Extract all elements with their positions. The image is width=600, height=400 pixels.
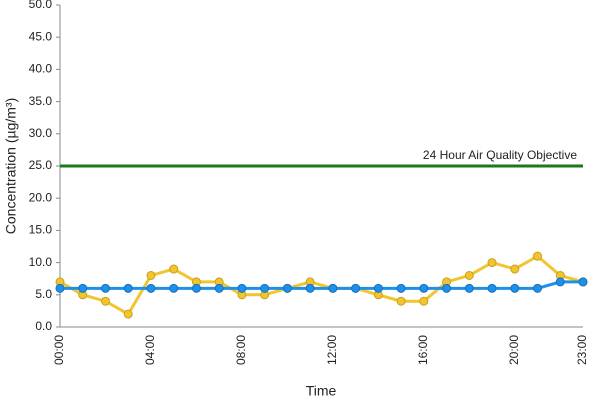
data-point: [237, 283, 247, 293]
y-tick-label: 40.0: [29, 62, 53, 76]
data-point: [123, 283, 133, 293]
x-tick-label: 20:00: [507, 335, 521, 365]
data-point: [214, 283, 224, 293]
data-point: [169, 264, 179, 274]
y-tick-label: 50.0: [29, 0, 53, 11]
y-tick-label: 35.0: [29, 94, 53, 108]
y-tick-label: 5.0: [35, 287, 52, 301]
reference-label: 24 Hour Air Quality Objective: [423, 148, 577, 162]
data-point: [373, 283, 383, 293]
data-point: [282, 283, 292, 293]
data-point: [146, 270, 156, 280]
data-point: [510, 264, 520, 274]
data-point: [260, 283, 270, 293]
data-point: [55, 283, 65, 293]
x-tick-label: 23:00: [575, 335, 589, 365]
data-point: [396, 283, 406, 293]
x-tick-label: 16:00: [416, 335, 430, 365]
data-point: [578, 277, 588, 287]
data-point: [305, 283, 315, 293]
data-point: [169, 283, 179, 293]
data-point: [100, 283, 110, 293]
data-point: [487, 283, 497, 293]
data-point: [396, 296, 406, 306]
data-point: [464, 283, 474, 293]
y-tick-label: 15.0: [29, 223, 53, 237]
x-tick-label: 12:00: [325, 335, 339, 365]
data-point: [487, 258, 497, 268]
data-point: [78, 283, 88, 293]
data-point: [328, 283, 338, 293]
y-tick-label: 0.0: [35, 319, 52, 333]
x-tick-label: 08:00: [234, 335, 248, 365]
data-point: [351, 283, 361, 293]
data-point: [533, 251, 543, 261]
x-axis-label: Time: [306, 383, 337, 399]
data-point: [123, 309, 133, 319]
data-point: [442, 283, 452, 293]
y-tick-label: 25.0: [29, 158, 53, 172]
y-tick-label: 10.0: [29, 255, 53, 269]
data-point: [464, 270, 474, 280]
data-point: [146, 283, 156, 293]
data-point: [555, 277, 565, 287]
data-point: [533, 283, 543, 293]
y-axis-label: Concentration (µg/m³): [3, 98, 19, 234]
data-point: [419, 283, 429, 293]
y-tick-label: 45.0: [29, 29, 53, 43]
data-point: [100, 296, 110, 306]
data-point: [510, 283, 520, 293]
y-tick-label: 20.0: [29, 190, 53, 204]
y-tick-label: 30.0: [29, 126, 53, 140]
data-point: [419, 296, 429, 306]
x-tick-label: 04:00: [143, 335, 157, 365]
data-point: [191, 283, 201, 293]
series-line: [59, 254, 584, 317]
x-tick-label: 00:00: [52, 335, 66, 365]
